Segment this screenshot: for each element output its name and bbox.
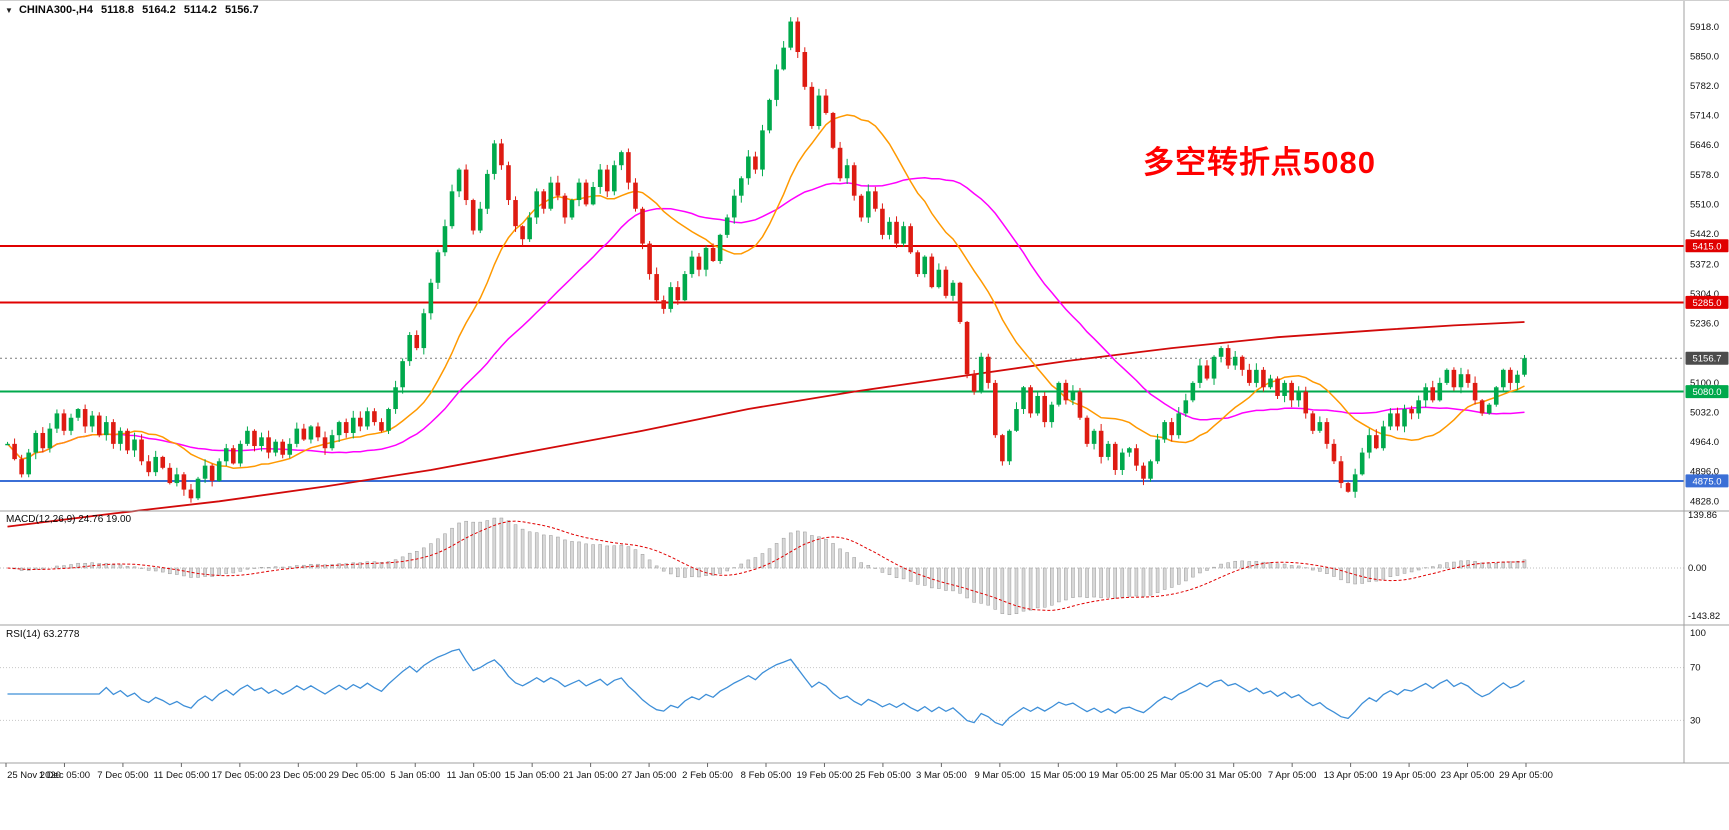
time-axis-label: 11 Dec 05:00 [153, 770, 209, 781]
time-axis-label: 8 Feb 05:00 [741, 770, 792, 781]
price-badge-text: 5415.0 [1692, 241, 1721, 252]
time-axis-label: 13 Apr 05:00 [1324, 770, 1378, 781]
price-axis-label: 5850.0 [1690, 51, 1719, 62]
time-axis-label: 15 Mar 05:00 [1030, 770, 1086, 781]
ohlc-low-value: 5114.2 [184, 4, 217, 16]
chart-info-bar: ▼ CHINA300-,H4 5118.8 5164.2 5114.2 5156… [5, 4, 259, 16]
price-badge-text: 5156.7 [1692, 354, 1721, 365]
time-axis-label: 9 Mar 05:00 [974, 770, 1025, 781]
macd-axis-label: -143.82 [1688, 611, 1720, 622]
price-axis-label: 5372.0 [1690, 259, 1719, 270]
macd-histogram [13, 518, 1526, 615]
price-axis-label: 5032.0 [1690, 408, 1719, 419]
price-badge-text: 4875.0 [1692, 476, 1721, 487]
price-axis-label: 5782.0 [1690, 81, 1719, 92]
time-axis-label: 19 Mar 05:00 [1089, 770, 1145, 781]
chart-annotation-text: 多空转折点5080 [1143, 137, 1376, 182]
time-axis-label: 27 Jan 05:00 [622, 770, 677, 781]
price-axis-label: 5918.0 [1690, 22, 1719, 33]
time-axis-label: 31 Mar 05:00 [1206, 770, 1262, 781]
time-axis-label: 29 Apr 05:00 [1499, 770, 1553, 781]
price-axis: 5918.0 5850.0 5782.0 5714.0 5646.0 5578.0 5510… [1690, 22, 1719, 508]
time-axis-label: 19 Apr 05:00 [1382, 770, 1436, 781]
macd-indicator-label: MACD(12,26,9) 24.76 19.00 [6, 514, 131, 525]
price-badge-text: 5080.0 [1692, 387, 1721, 398]
time-axis-label: 25 Feb 05:00 [855, 770, 911, 781]
price-axis-label: 5510.0 [1690, 199, 1719, 210]
time-axis-label: 21 Jan 05:00 [563, 770, 618, 781]
candlesticks[interactable] [5, 17, 1527, 502]
price-badge-text: 5285.0 [1692, 298, 1721, 309]
time-axis-label: 29 Dec 05:00 [329, 770, 386, 781]
time-axis-label: 7 Dec 05:00 [97, 770, 148, 781]
price-axis-label: 4828.0 [1690, 496, 1719, 507]
rsi-axis-label: 100 [1690, 628, 1706, 639]
price-axis-badges: 5415.0 5285.0 5156.7 5080.0 4875.0 [1686, 239, 1729, 487]
macd-axis-label: 0.00 [1688, 563, 1707, 574]
rsi-indicator-label: RSI(14) 63.2778 [6, 629, 79, 640]
rsi-line [8, 649, 1525, 725]
price-axis-label: 5714.0 [1690, 111, 1719, 122]
ohlc-high-value: 5164.2 [142, 4, 176, 16]
time-axis-label: 3 Mar 05:00 [916, 770, 967, 781]
indicator-axis-labels: 139.86 0.00 -143.82 100 70 30 [1688, 510, 1720, 726]
time-axis-label: 15 Jan 05:00 [505, 770, 560, 781]
price-axis-label: 5236.0 [1690, 319, 1719, 330]
ohlc-open-value: 5118.8 [101, 4, 134, 16]
price-axis-label: 5442.0 [1690, 229, 1719, 240]
ohlc-close-value: 5156.7 [225, 4, 259, 16]
time-axis-label: 1 Dec 05:00 [39, 770, 90, 781]
time-axis-label: 19 Feb 05:00 [796, 770, 852, 781]
rsi-axis-label: 30 [1690, 715, 1701, 726]
price-axis-label: 5646.0 [1690, 140, 1719, 151]
symbol-timeframe-label: CHINA300-,H4 [19, 4, 93, 16]
time-axis-label: 23 Apr 05:00 [1441, 770, 1495, 781]
time-axis-label: 17 Dec 05:00 [212, 770, 269, 781]
time-axis-label: 5 Jan 05:00 [390, 770, 440, 781]
price-axis-label: 4964.0 [1690, 437, 1719, 448]
time-axis-label: 2 Feb 05:00 [682, 770, 733, 781]
price-axis-label: 5578.0 [1690, 170, 1719, 181]
time-axis-label: 23 Dec 05:00 [270, 770, 327, 781]
macd-axis-label: 139.86 [1688, 510, 1717, 521]
time-axis-label: 11 Jan 05:00 [447, 770, 501, 781]
rsi-axis-label: 70 [1690, 663, 1701, 674]
rsi-panel [0, 668, 1684, 721]
time-axis-label: 25 Mar 05:00 [1147, 770, 1203, 781]
time-axis-label: 7 Apr 05:00 [1268, 770, 1317, 781]
collapse-triangle-icon[interactable]: ▼ [5, 6, 13, 15]
